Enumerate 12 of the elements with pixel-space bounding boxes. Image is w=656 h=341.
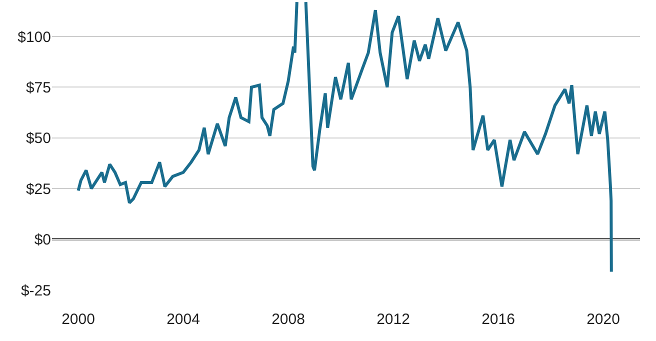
x-tick-label: 2012 <box>376 311 410 328</box>
y-tick-label: $100 <box>18 28 51 46</box>
x-tick-label: 2008 <box>272 311 305 328</box>
x-tick-label: 2000 <box>62 311 95 328</box>
x-tick-label: 2016 <box>482 311 515 328</box>
x-tick-label: 2004 <box>166 311 200 328</box>
y-tick-label: $0 <box>34 232 51 249</box>
y-tick-label: $75 <box>26 79 51 96</box>
x-tick-label: 2020 <box>586 311 620 328</box>
y-tick-label: $25 <box>26 180 51 198</box>
y-tick-label: $-25 <box>20 282 51 300</box>
y-tick-label: $50 <box>26 130 51 148</box>
